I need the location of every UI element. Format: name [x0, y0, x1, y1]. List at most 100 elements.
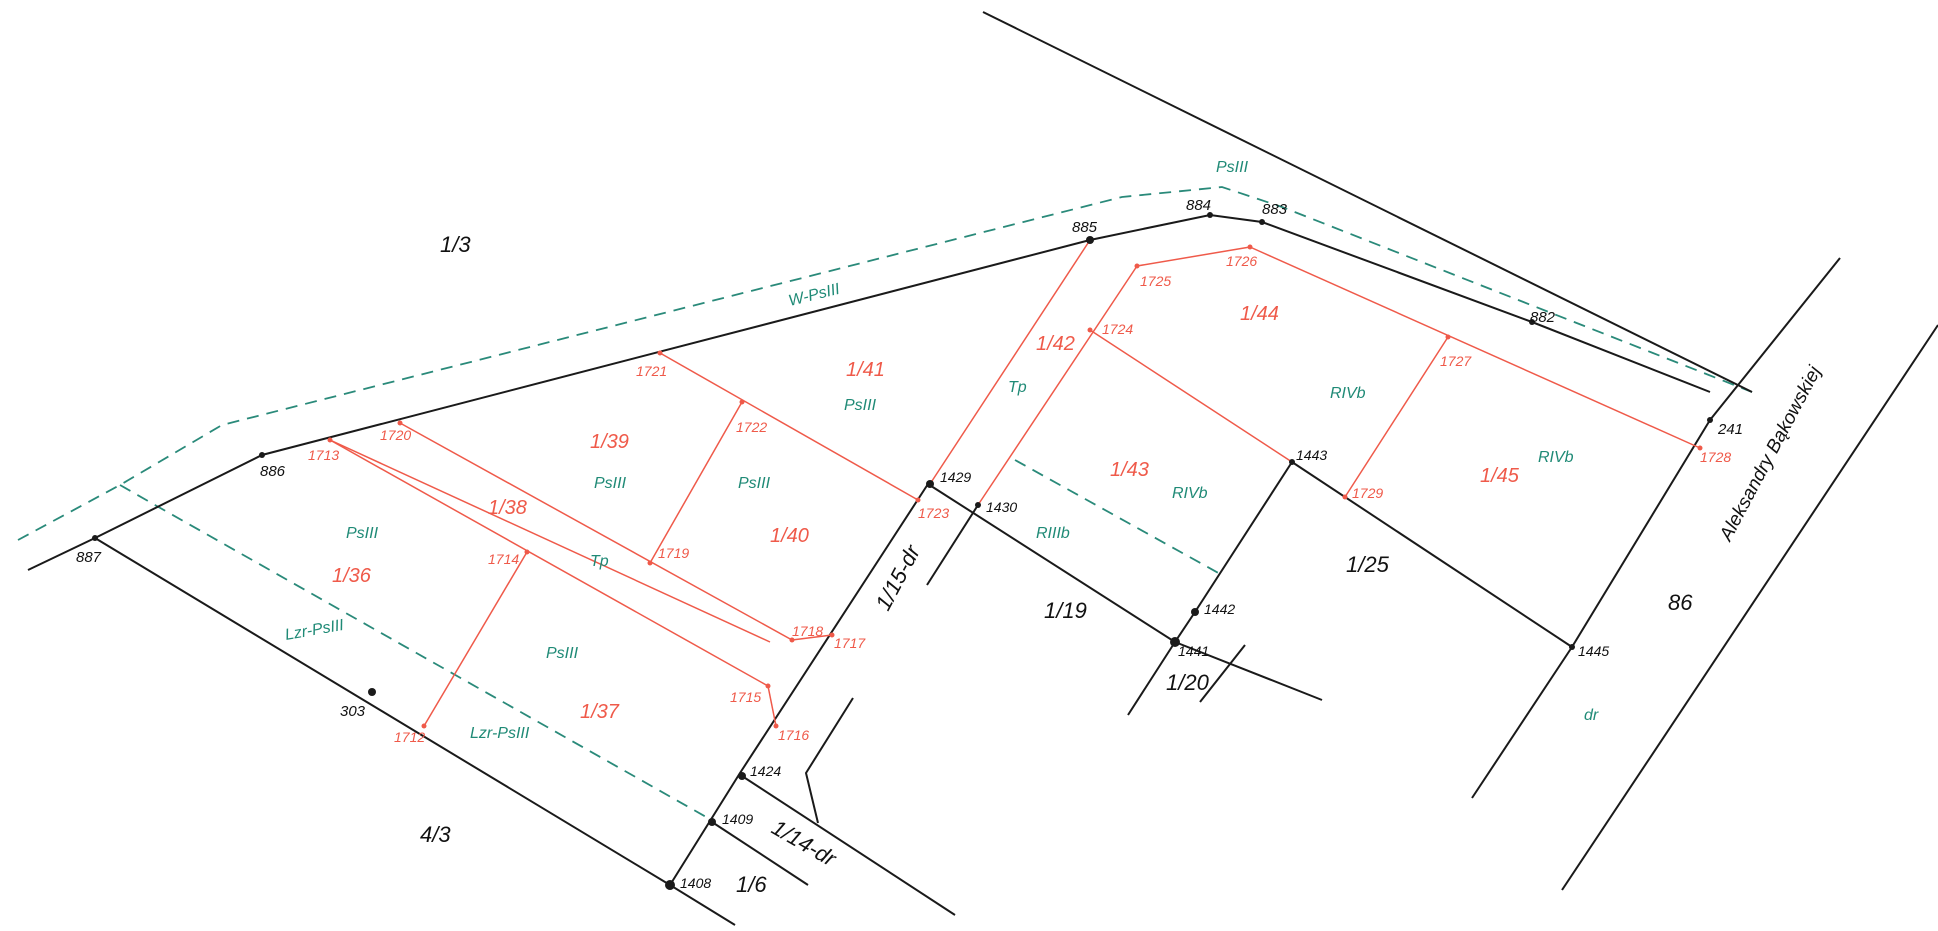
line-1726-1728: [1250, 247, 1700, 448]
land-use-label-tp-142: Tp: [1008, 379, 1027, 396]
line-1715-1716: [768, 686, 776, 726]
land-use-label-psiii-139: PsIII: [594, 475, 627, 492]
point-label-1429: 1429: [940, 469, 971, 485]
marker-883: [1259, 219, 1265, 225]
point-label-1720: 1720: [380, 427, 411, 443]
line-1722-1719: [650, 402, 742, 563]
parcel-label-1-45: 1/45: [1480, 465, 1520, 487]
boundary-street-east: [1562, 325, 1938, 890]
point-label-1717: 1717: [834, 635, 866, 651]
marker-1720: [398, 421, 403, 426]
point-label-886: 886: [260, 463, 286, 480]
point-label-884: 884: [1186, 197, 1211, 214]
marker-887: [92, 535, 98, 541]
point-label-1430: 1430: [986, 499, 1017, 515]
land-use-label-riiib: RIIIb: [1036, 525, 1070, 542]
parcel-label-1-44: 1/44: [1240, 303, 1279, 325]
point-label-882: 882: [1530, 309, 1556, 326]
boundary-north: [28, 215, 1710, 570]
boundary-241-east: [1710, 258, 1840, 420]
boundary-road-1-14-b: [742, 776, 955, 915]
boundary-1-20-west: [1128, 612, 1195, 715]
line-1724-1443: [1090, 330, 1292, 462]
point-label-885: 885: [1072, 219, 1098, 236]
marker-1442: [1191, 608, 1199, 616]
point-label-1408: 1408: [680, 875, 711, 891]
marker-1723: [916, 498, 921, 503]
point-label-1714: 1714: [488, 551, 519, 567]
point-label-1718: 1718: [792, 623, 823, 639]
parcel-label-1-14-dr: 1/14-dr: [768, 815, 842, 872]
point-label-1445: 1445: [1578, 643, 1609, 659]
marker-1724: [1088, 328, 1093, 333]
marker-1719: [648, 561, 653, 566]
land-use-boundary-north: [18, 187, 1752, 540]
land-use-label-lzr-psiii-1: Lzr-PsIII: [284, 617, 346, 644]
parcel-label-1-25: 1/25: [1346, 552, 1390, 577]
line-885-1429: [930, 240, 1090, 484]
point-label-1729: 1729: [1352, 485, 1383, 501]
point-label-303: 303: [340, 703, 366, 720]
parcel-label-1-41: 1/41: [846, 359, 885, 381]
parcel-label-1-40: 1/40: [770, 525, 809, 547]
point-label-1726: 1726: [1226, 253, 1257, 269]
point-label-1724: 1724: [1102, 321, 1133, 337]
parcel-label-1-20: 1/20: [1166, 670, 1210, 695]
land-use-label-rivb-143: RIVb: [1172, 485, 1208, 502]
land-use-boundary-south: [120, 485, 715, 822]
land-use-label-top: PsIII: [1216, 159, 1249, 176]
point-label-1725: 1725: [1140, 273, 1171, 289]
marker-1725: [1135, 264, 1140, 269]
point-label-883: 883: [1262, 201, 1288, 218]
point-label-1723: 1723: [918, 505, 949, 521]
marker-1712: [422, 724, 427, 729]
boundary-1442-1443: [1195, 462, 1292, 612]
land-use-label-psiii-137: PsIII: [546, 645, 579, 662]
parcel-label-1-6: 1/6: [736, 872, 767, 897]
marker-1726: [1248, 245, 1253, 250]
parcel-label-1-38: 1/38: [488, 497, 527, 519]
point-label-1728: 1728: [1700, 449, 1731, 465]
point-label-1442: 1442: [1204, 601, 1235, 617]
marker-241: [1707, 417, 1713, 423]
point-label-1713: 1713: [308, 447, 339, 463]
land-use-label-psiii-136: PsIII: [346, 525, 379, 542]
boundary-1445-west: [1472, 647, 1572, 798]
marker-1714: [525, 550, 530, 555]
land-use-label-tp-138: Tp: [590, 553, 609, 570]
marker-1424: [738, 772, 746, 780]
marker-303: [368, 688, 376, 696]
marker-1430: [975, 502, 981, 508]
parcel-label-1-3: 1/3: [440, 232, 471, 257]
land-use-label-rivb-144: RIVb: [1330, 385, 1366, 402]
existing-point-labels: 887 886 885 884 883 882 241 303 1408 140…: [76, 197, 1743, 891]
point-label-241: 241: [1717, 421, 1743, 438]
point-label-1409: 1409: [722, 811, 753, 827]
marker-1445: [1569, 644, 1575, 650]
boundary-road-east-stub: [806, 698, 853, 823]
marker-1713: [328, 438, 333, 443]
point-label-1722: 1722: [736, 419, 767, 435]
marker-1722: [740, 400, 745, 405]
parcel-label-1-15-dr: 1/15-dr: [870, 540, 926, 615]
marker-1408: [665, 880, 675, 890]
marker-886: [259, 452, 265, 458]
point-label-1721: 1721: [636, 363, 667, 379]
land-use-labels: PsIII W-PsIII Lzr-PsIII Lzr-PsIII PsIII …: [284, 159, 1599, 742]
boundary-1408-south: [670, 885, 735, 925]
point-label-1443: 1443: [1296, 447, 1327, 463]
parcel-label-4-3: 4/3: [420, 822, 451, 847]
marker-1409: [708, 818, 716, 826]
point-label-1441: 1441: [1178, 643, 1209, 659]
boundary-1-25-north: [1292, 462, 1572, 647]
existing-boundaries: [28, 12, 1938, 925]
parcel-label-1-42: 1/42: [1036, 333, 1075, 355]
parcel-label-86: 86: [1668, 590, 1693, 615]
parcel-label-1-43: 1/43: [1110, 459, 1149, 481]
land-use-label-rivb-145: RIVb: [1538, 449, 1574, 466]
land-use-label-lzr-psiii-2: Lzr-PsIII: [470, 725, 530, 742]
marker-885: [1086, 236, 1094, 244]
point-label-1719: 1719: [658, 545, 689, 561]
parcel-label-1-19: 1/19: [1044, 598, 1087, 623]
